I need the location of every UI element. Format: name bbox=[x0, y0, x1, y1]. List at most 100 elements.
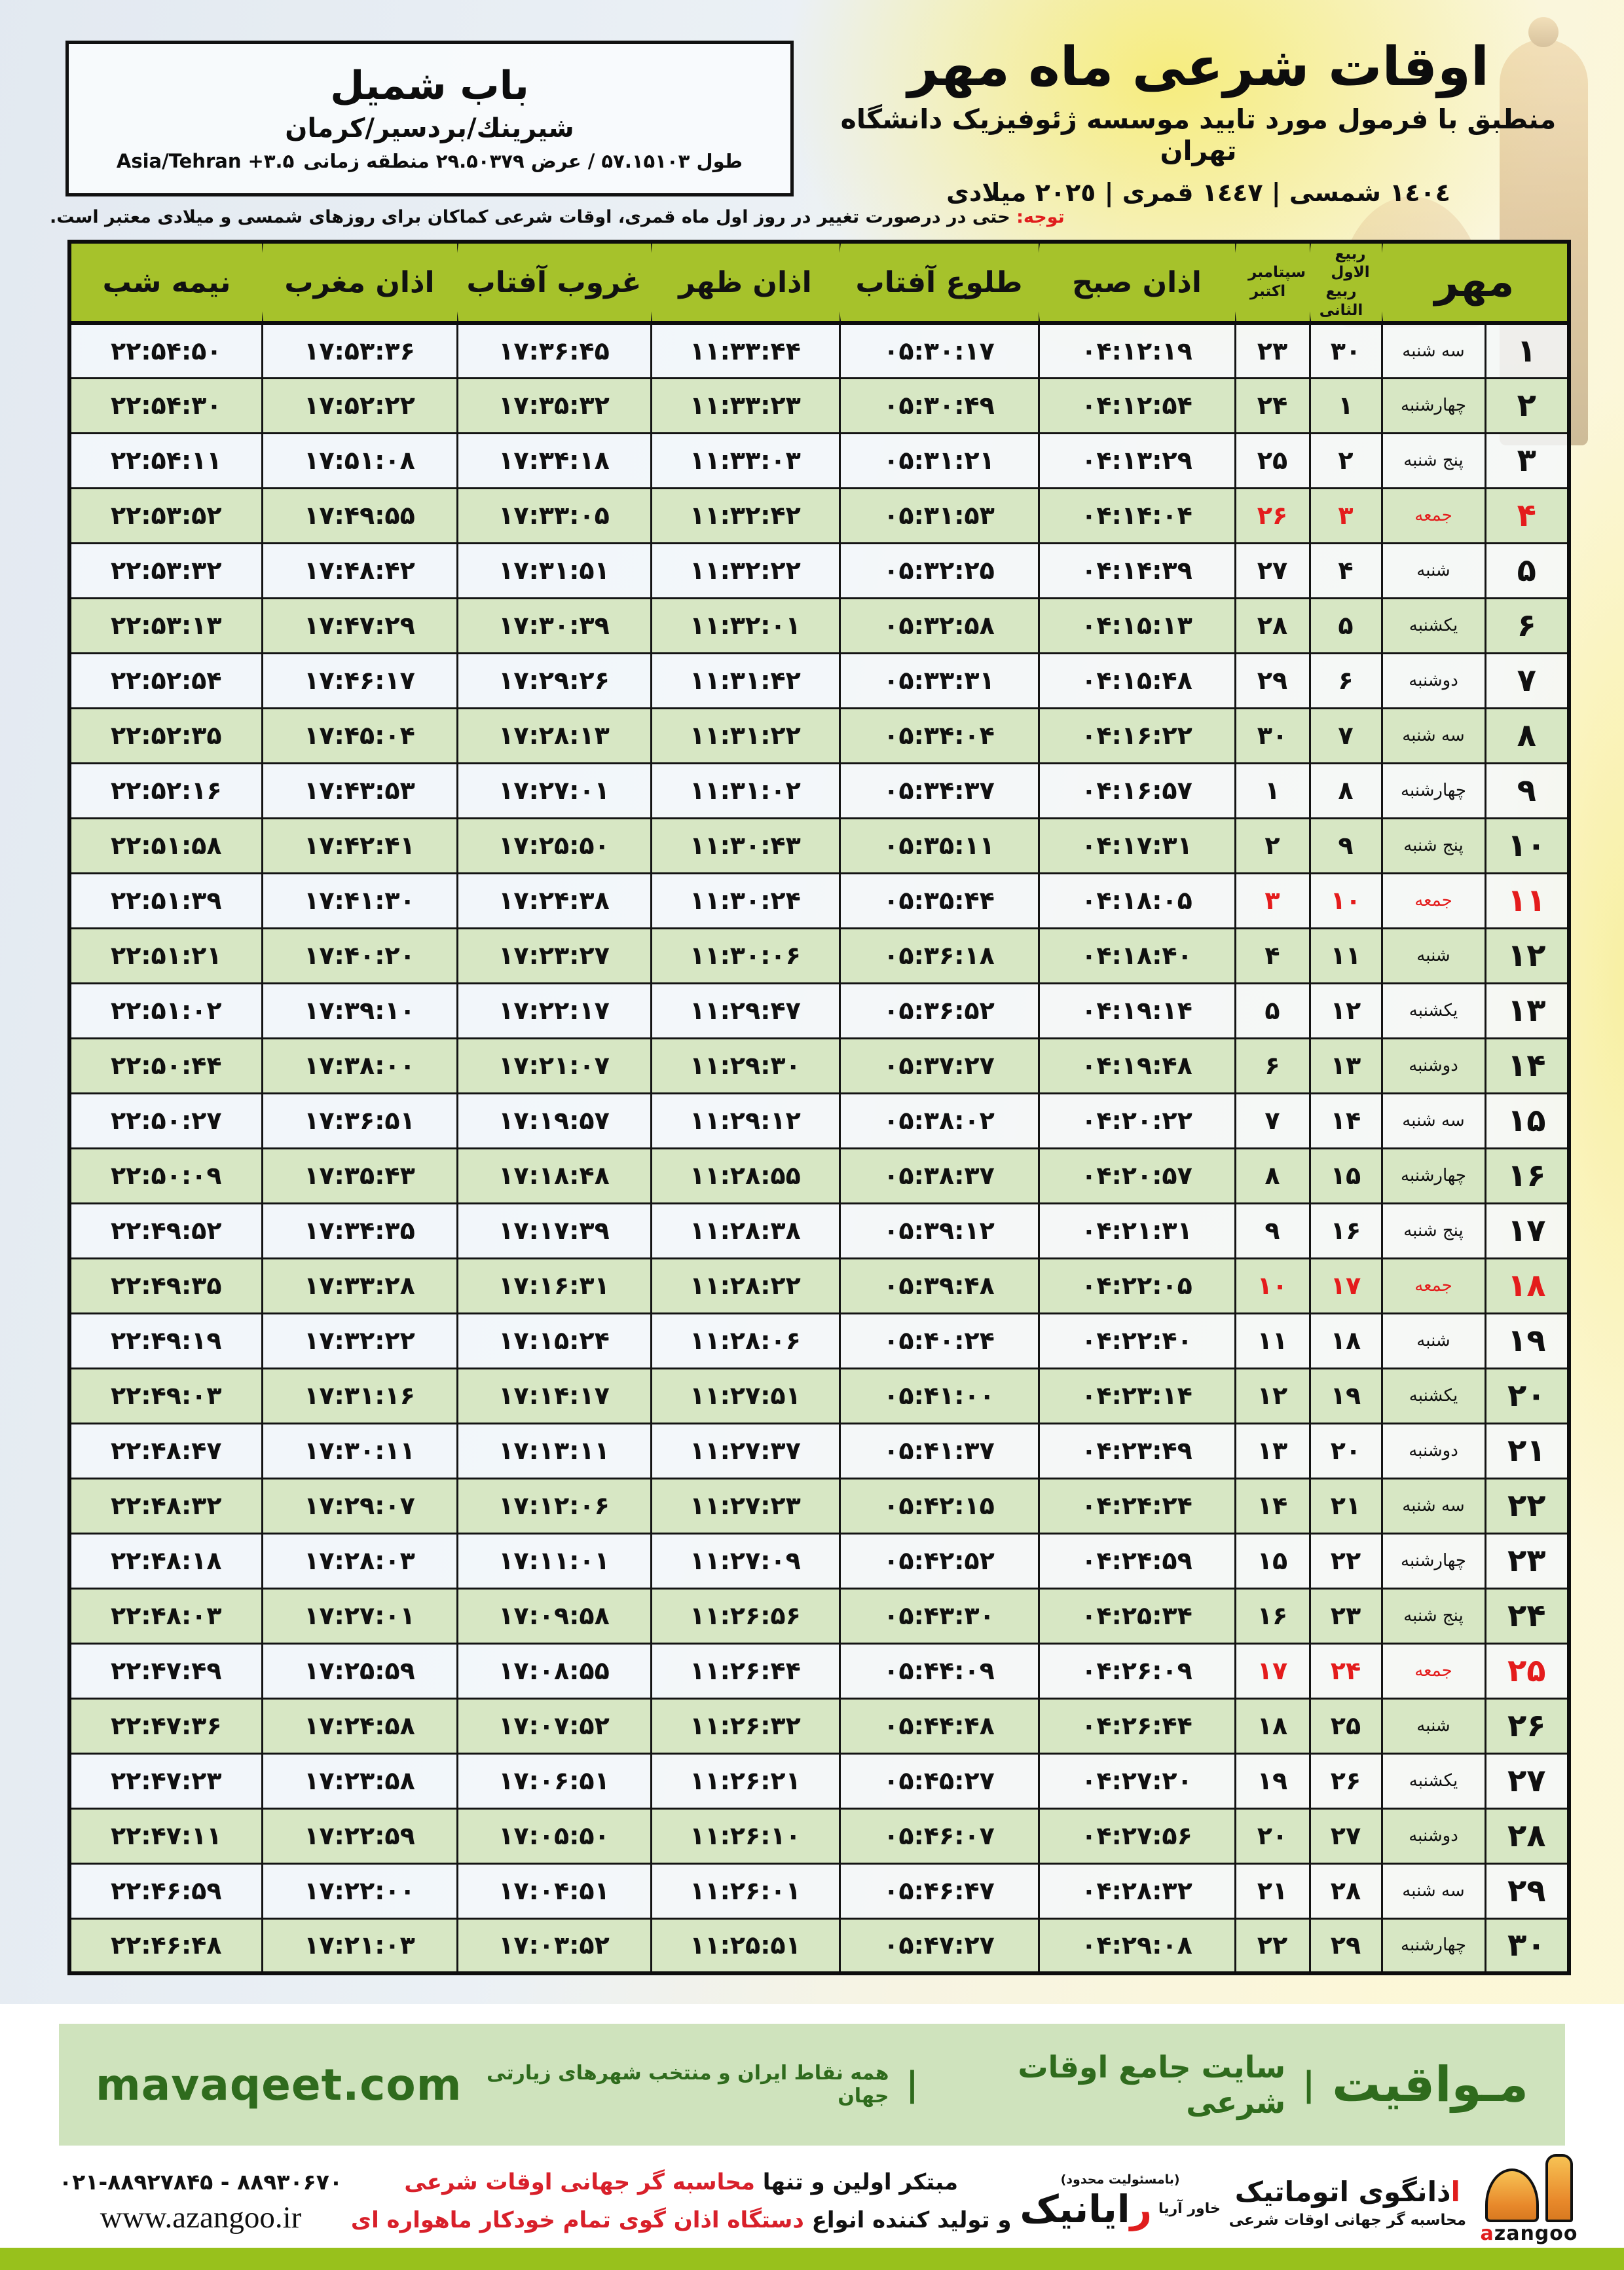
midnight-time-cell: ۲۲:۴۹:۳۵ bbox=[68, 1257, 263, 1314]
maghrib-time-cell: ۱۷:۲۳:۵۸ bbox=[261, 1752, 458, 1810]
gregorian-day-cell: ۲۶ bbox=[1234, 487, 1311, 544]
table-row: ۷ دوشنبه ۶ ۲۹ ۰۴:۱۵:۴۸ ۰۵:۳۳:۳۱ ۱۱:۳۱:۴۲… bbox=[68, 652, 1570, 709]
gregorian-day-cell: ۹ bbox=[1234, 1202, 1311, 1259]
sunset-time-cell: ۱۷:۳۶:۴۵ bbox=[456, 322, 652, 379]
midnight-time-cell: ۲۲:۵۱:۲۱ bbox=[68, 927, 263, 984]
maghrib-time-cell: ۱۷:۴۳:۵۳ bbox=[261, 762, 458, 819]
maghrib-time-cell: ۱۷:۳۰:۱۱ bbox=[261, 1422, 458, 1479]
midnight-time-cell: ۲۲:۵۱:۵۸ bbox=[68, 817, 263, 874]
weekday-cell: چهارشنبه bbox=[1380, 1532, 1486, 1590]
sunrise-time-cell: ۰۵:۳۶:۱۸ bbox=[838, 927, 1040, 984]
footer-tagline: مبتکر اولین و تنها محاسبه گر جهانی اوقات… bbox=[351, 2164, 1012, 2240]
gregorian-day-cell: ۱ bbox=[1234, 762, 1311, 819]
gregorian-month-1: سپتامبر bbox=[1248, 264, 1306, 282]
sunrise-time-cell: ۰۵:۳۱:۲۱ bbox=[838, 432, 1040, 489]
sunrise-time-cell: ۰۵:۳۸:۰۲ bbox=[838, 1092, 1040, 1149]
fajr-time-cell: ۰۴:۲۳:۱۴ bbox=[1037, 1367, 1236, 1424]
day-number-cell: ۱۱ bbox=[1484, 872, 1570, 929]
maghrib-time-cell: ۱۷:۲۲:۵۹ bbox=[261, 1807, 458, 1865]
midnight-time-cell: ۲۲:۴۷:۳۶ bbox=[68, 1697, 263, 1755]
table-row: ۱۸ جمعه ۱۷ ۱۰ ۰۴:۲۲:۰۵ ۰۵:۳۹:۴۸ ۱۱:۲۸:۲۲… bbox=[68, 1257, 1570, 1314]
hijri-day-cell: ۱۵ bbox=[1308, 1147, 1383, 1204]
note-line: توجه: حتی در درصورت تغییر در روز اول ماه… bbox=[50, 207, 1065, 227]
mavaqeet-brand: مـواقیت bbox=[1332, 2056, 1528, 2113]
location-box: باب شمیل شیرینك/بردسیر/كرمان طول ۵۷.۱۵۱۰… bbox=[65, 41, 794, 196]
fajr-time-cell: ۰۴:۲۲:۴۰ bbox=[1037, 1312, 1236, 1369]
dhuhr-time-cell: ۱۱:۳۲:۰۱ bbox=[650, 597, 841, 654]
table-row: ۲۱ دوشنبه ۲۰ ۱۳ ۰۴:۲۳:۴۹ ۰۵:۴۱:۳۷ ۱۱:۲۷:… bbox=[68, 1422, 1570, 1479]
sunrise-time-cell: ۰۵:۳۰:۱۷ bbox=[838, 322, 1040, 379]
table-row: ۲۳ چهارشنبه ۲۲ ۱۵ ۰۴:۲۴:۵۹ ۰۵:۴۲:۵۲ ۱۱:۲… bbox=[68, 1532, 1570, 1590]
gregorian-day-cell: ۱۰ bbox=[1234, 1257, 1311, 1314]
column-header-dhuhr: اذان ظهر bbox=[651, 242, 840, 325]
prayer-times-table: مهر ربیع الاول ربیع الثانی سپتامبر اکتبر… bbox=[67, 240, 1571, 1975]
dhuhr-time-cell: ۱۱:۳۱:۲۲ bbox=[650, 707, 841, 764]
gregorian-day-cell: ۲۰ bbox=[1234, 1807, 1311, 1865]
dhuhr-time-cell: ۱۱:۳۰:۰۶ bbox=[650, 927, 841, 984]
midnight-time-cell: ۲۲:۴۹:۱۹ bbox=[68, 1312, 263, 1369]
midnight-time-cell: ۲۲:۵۴:۵۰ bbox=[68, 322, 263, 379]
table-row: ۲۶ شنبه ۲۵ ۱۸ ۰۴:۲۶:۴۴ ۰۵:۴۴:۴۸ ۱۱:۲۶:۳۲… bbox=[68, 1697, 1570, 1755]
sunset-time-cell: ۱۷:۳۰:۳۹ bbox=[456, 597, 652, 654]
column-header-hijri: ربیع الاول ربیع الثانی bbox=[1310, 242, 1382, 325]
weekday-cell: سه شنبه bbox=[1380, 1862, 1486, 1920]
hijri-day-cell: ۴ bbox=[1308, 542, 1383, 599]
maghrib-time-cell: ۱۷:۲۴:۵۸ bbox=[261, 1697, 458, 1755]
note-text: حتی در درصورت تغییر در روز اول ماه قمری،… bbox=[50, 207, 1017, 227]
weekday-cell: چهارشنبه bbox=[1380, 377, 1486, 434]
sunset-time-cell: ۱۷:۱۴:۱۷ bbox=[456, 1367, 652, 1424]
hijri-day-cell: ۳ bbox=[1308, 487, 1383, 544]
azangoo-wordmark-rest: zangoo bbox=[1494, 2222, 1578, 2245]
midnight-time-cell: ۲۲:۵۴:۳۰ bbox=[68, 377, 263, 434]
sunset-time-cell: ۱۷:۰۷:۵۲ bbox=[456, 1697, 652, 1755]
dome-icon bbox=[1485, 2168, 1539, 2222]
midnight-time-cell: ۲۲:۵۴:۱۱ bbox=[68, 432, 263, 489]
hijri-day-cell: ۱۹ bbox=[1308, 1367, 1383, 1424]
hijri-day-cell: ۳۰ bbox=[1308, 322, 1383, 379]
table-row: ۱۱ جمعه ۱۰ ۳ ۰۴:۱۸:۰۵ ۰۵:۳۵:۴۴ ۱۱:۳۰:۲۴ … bbox=[68, 872, 1570, 929]
fajr-time-cell: ۰۴:۱۴:۰۴ bbox=[1037, 487, 1236, 544]
day-number-cell: ۱۹ bbox=[1484, 1312, 1570, 1369]
sunset-time-cell: ۱۷:۱۵:۲۴ bbox=[456, 1312, 652, 1369]
weekday-cell: دوشنبه bbox=[1380, 652, 1486, 709]
column-header-gregorian: سپتامبر اکتبر bbox=[1235, 242, 1310, 325]
day-number-cell: ۲ bbox=[1484, 377, 1570, 434]
hijri-day-cell: ۱۶ bbox=[1308, 1202, 1383, 1259]
gregorian-day-cell: ۱۵ bbox=[1234, 1532, 1311, 1590]
fajr-time-cell: ۰۴:۱۳:۲۹ bbox=[1037, 432, 1236, 489]
tagline-line-1: مبتکر اولین و تنها محاسبه گر جهانی اوقات… bbox=[351, 2164, 1012, 2202]
dhuhr-time-cell: ۱۱:۲۸:۰۶ bbox=[650, 1312, 841, 1369]
gregorian-day-cell: ۱۲ bbox=[1234, 1367, 1311, 1424]
table-row: ۱ سه شنبه ۳۰ ۲۳ ۰۴:۱۲:۱۹ ۰۵:۳۰:۱۷ ۱۱:۳۳:… bbox=[68, 322, 1570, 379]
weekday-cell: شنبه bbox=[1380, 927, 1486, 984]
sunrise-time-cell: ۰۵:۳۹:۱۲ bbox=[838, 1202, 1040, 1259]
weekday-cell: جمعه bbox=[1380, 872, 1486, 929]
table-row: ۲۷ یکشنبه ۲۶ ۱۹ ۰۴:۲۷:۲۰ ۰۵:۴۵:۲۷ ۱۱:۲۶:… bbox=[68, 1752, 1570, 1810]
weekday-cell: سه شنبه bbox=[1380, 322, 1486, 379]
day-number-cell: ۲۶ bbox=[1484, 1697, 1570, 1755]
dhuhr-time-cell: ۱۱:۲۷:۲۳ bbox=[650, 1477, 841, 1535]
sunrise-time-cell: ۰۵:۴۶:۰۷ bbox=[838, 1807, 1040, 1865]
maghrib-time-cell: ۱۷:۴۲:۴۱ bbox=[261, 817, 458, 874]
gregorian-day-cell: ۲۳ bbox=[1234, 322, 1311, 379]
sunset-time-cell: ۱۷:۲۷:۰۱ bbox=[456, 762, 652, 819]
fajr-time-cell: ۰۴:۱۲:۵۴ bbox=[1037, 377, 1236, 434]
gregorian-day-cell: ۱۳ bbox=[1234, 1422, 1311, 1479]
day-number-cell: ۱۵ bbox=[1484, 1092, 1570, 1149]
gregorian-day-cell: ۴ bbox=[1234, 927, 1311, 984]
maghrib-time-cell: ۱۷:۴۱:۳۰ bbox=[261, 872, 458, 929]
table-row: ۱۳ یکشنبه ۱۲ ۵ ۰۴:۱۹:۱۴ ۰۵:۳۶:۵۲ ۱۱:۲۹:۴… bbox=[68, 982, 1570, 1039]
azangoo-fa-rest: ذانگوی اتوماتیک bbox=[1234, 2175, 1451, 2208]
gregorian-day-cell: ۱۶ bbox=[1234, 1587, 1311, 1645]
fajr-time-cell: ۰۴:۲۶:۴۴ bbox=[1037, 1697, 1236, 1755]
weekday-cell: پنج شنبه bbox=[1380, 1587, 1486, 1645]
column-header-maghrib: اذان مغرب bbox=[262, 242, 457, 325]
midnight-time-cell: ۲۲:۵۳:۳۲ bbox=[68, 542, 263, 599]
contact-cluster: ۰۲۱-۸۸۹۲۷۸۴۵ - ۸۸۹۳۰۶۷۰ www.azangoo.ir bbox=[59, 2169, 342, 2235]
location-subtitle: شیرینك/بردسیر/كرمان bbox=[285, 113, 574, 143]
column-header-sunset: غروب آفتاب bbox=[457, 242, 651, 325]
table-row: ۱۷ پنج شنبه ۱۶ ۹ ۰۴:۲۱:۳۱ ۰۵:۳۹:۱۲ ۱۱:۲۸… bbox=[68, 1202, 1570, 1259]
sunset-time-cell: ۱۷:۰۸:۵۵ bbox=[456, 1642, 652, 1700]
day-number-cell: ۸ bbox=[1484, 707, 1570, 764]
